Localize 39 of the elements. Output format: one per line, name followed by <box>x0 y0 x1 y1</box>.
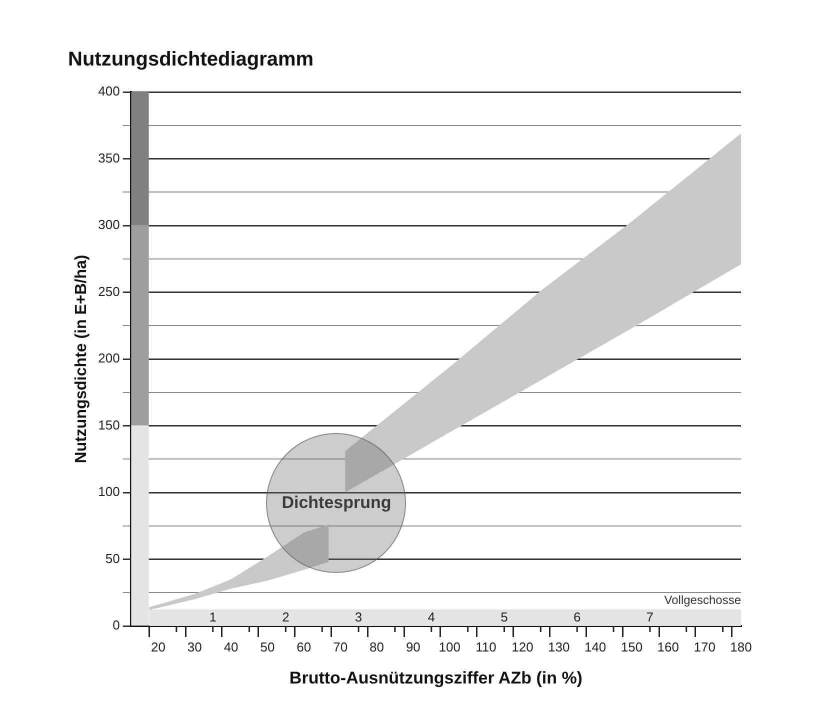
x-tick-label: 60 <box>296 639 312 654</box>
x-tick-label: 120 <box>512 639 534 654</box>
x-tick-label: 50 <box>260 639 275 654</box>
annotation: 3 <box>354 610 362 625</box>
annotation: 2 <box>282 610 290 625</box>
x-tick-label: 130 <box>548 639 570 654</box>
y-tick-label: 250 <box>98 284 120 299</box>
y-tick-label: 150 <box>98 417 120 432</box>
annotation: Dichtesprung <box>282 492 392 512</box>
annotation: 6 <box>573 610 581 625</box>
x-tick-label: 30 <box>187 639 202 654</box>
annotation: 7 <box>646 610 654 625</box>
x-tick-label: 140 <box>584 639 606 654</box>
x-tick-label: 90 <box>406 639 420 654</box>
y-tick-label: 0 <box>112 618 120 633</box>
x-axis-title: Brutto-Ausnützungsziffer AZb (in %) <box>289 668 582 688</box>
y-tick-label: 300 <box>98 217 120 232</box>
annotation: Vollgeschosse <box>664 593 742 608</box>
bar <box>131 225 149 426</box>
y-tick-label: 100 <box>98 484 120 500</box>
x-tick-label: 20 <box>150 639 166 654</box>
annotation: 4 <box>428 610 435 625</box>
x-tick-label: 100 <box>438 639 460 654</box>
x-tick-label: 180 <box>730 639 752 654</box>
x-tick-label: 160 <box>657 639 680 654</box>
y-tick-label: 400 <box>98 84 120 99</box>
y-tick-label: 200 <box>98 350 120 366</box>
y-axis-title: Nutzungsdichte (in E+B/ha) <box>73 254 90 464</box>
y-tick-label: 350 <box>98 150 120 166</box>
annotation: 5 <box>500 610 508 625</box>
annotation: 1 <box>209 610 216 625</box>
x-tick-label: 170 <box>694 639 716 654</box>
y-tick-label: 50 <box>105 550 120 566</box>
x-tick-label: 150 <box>620 639 643 654</box>
x-tick-label: 110 <box>476 639 496 654</box>
chart-title: Nutzungsdichtediagramm <box>68 48 314 71</box>
x-tick-label: 80 <box>370 639 384 654</box>
x-tick-label: 40 <box>224 639 238 654</box>
x-tick-label: 70 <box>333 639 348 654</box>
